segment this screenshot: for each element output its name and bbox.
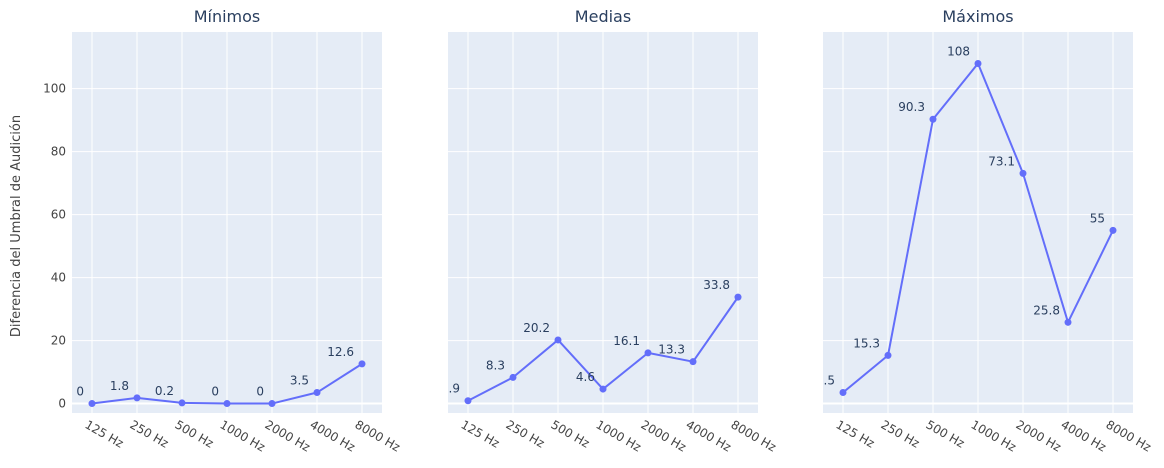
- data-label: 13.3: [658, 343, 685, 357]
- x-tick-label: 500 Hz: [173, 417, 216, 450]
- data-point: [929, 115, 937, 123]
- y-tick-label: 0: [58, 397, 66, 411]
- subplot-1: 0 20 40 60 80 100 Mínimos 125 Hz 250 Hz 500 Hz 100…: [43, 7, 402, 454]
- data-point: [839, 389, 847, 397]
- x-tick-label: 1000 Hz: [969, 417, 1019, 454]
- x-tick-label: 8000 Hz: [1104, 417, 1154, 454]
- y-tick-label: 60: [51, 208, 66, 222]
- subplot-title: Mínimos: [194, 7, 261, 26]
- x-tick-label: 4000 Hz: [684, 417, 734, 454]
- data-point: [88, 400, 96, 408]
- y-tick-label: 20: [51, 334, 66, 348]
- subplot-title: Máximos: [942, 7, 1013, 26]
- data-label: 20.2: [523, 321, 550, 335]
- data-point: [178, 399, 186, 407]
- data-point: [1019, 169, 1027, 177]
- data-label: 108: [947, 44, 970, 58]
- data-labels: .5 15.3 90.3 108 73.1 25.8 55: [824, 44, 1105, 387]
- data-label: 55: [1090, 211, 1105, 225]
- data-point: [1109, 226, 1117, 234]
- data-labels: 0 1.8 0.2 0 0 3.5 12.6: [76, 345, 354, 399]
- data-labels: .9 8.3 20.2 4.6 16.1 13.3 33.8: [449, 278, 730, 396]
- data-point: [884, 351, 892, 359]
- x-tick-label: 125 Hz: [459, 417, 502, 450]
- x-tick-label: 500 Hz: [549, 417, 592, 450]
- data-label: 0: [76, 385, 84, 399]
- data-label: .9: [449, 382, 460, 396]
- x-tick-label: 250 Hz: [128, 417, 171, 450]
- x-tick-label: 1000 Hz: [594, 417, 644, 454]
- data-label: 3.5: [290, 374, 309, 388]
- data-label: 73.1: [988, 154, 1015, 168]
- data-point: [223, 400, 231, 408]
- data-label: 90.3: [898, 100, 925, 114]
- data-label: 33.8: [703, 278, 730, 292]
- data-point: [509, 373, 517, 381]
- data-point: [358, 360, 366, 368]
- x-tick-label: 8000 Hz: [353, 417, 403, 454]
- data-label: 0: [256, 385, 264, 399]
- x-tick-label: 500 Hz: [924, 417, 967, 450]
- x-tick-label: 250 Hz: [504, 417, 547, 450]
- subplot-title: Medias: [575, 7, 631, 26]
- x-tick-label: 2000 Hz: [263, 417, 313, 454]
- data-label: 0: [211, 385, 219, 399]
- data-point: [689, 358, 697, 366]
- y-tick-label: 80: [51, 145, 66, 159]
- x-tick-label: 2000 Hz: [639, 417, 689, 454]
- x-tick-label: 4000 Hz: [308, 417, 358, 454]
- data-label: 1.8: [110, 379, 129, 393]
- x-tick-label: 2000 Hz: [1014, 417, 1064, 454]
- x-tick-label: 125 Hz: [834, 417, 877, 450]
- data-point: [268, 400, 276, 408]
- data-label: 12.6: [327, 345, 354, 359]
- data-point: [599, 385, 607, 393]
- data-label: 25.8: [1033, 303, 1060, 317]
- data-point: [974, 59, 982, 67]
- data-label: 8.3: [486, 358, 505, 372]
- data-label: 15.3: [853, 336, 880, 350]
- x-tick-label: 250 Hz: [879, 417, 922, 450]
- data-point: [133, 394, 141, 402]
- x-tick-label: 1000 Hz: [218, 417, 268, 454]
- data-point: [1064, 318, 1072, 326]
- x-tick-label: 8000 Hz: [729, 417, 779, 454]
- y-axis-title: Diferencia del Umbral de Audición: [9, 115, 24, 337]
- data-label: 4.6: [576, 370, 595, 384]
- data-point: [554, 336, 562, 344]
- y-tick-label: 40: [51, 271, 66, 285]
- data-label: 0.2: [155, 384, 174, 398]
- data-point: [464, 397, 472, 405]
- y-tick-label: 100: [43, 82, 66, 96]
- data-point: [734, 293, 742, 301]
- data-label: 16.1: [613, 334, 640, 348]
- x-tick-label: 4000 Hz: [1059, 417, 1109, 454]
- data-label: .5: [824, 374, 835, 388]
- data-point: [644, 349, 652, 357]
- data-point: [313, 389, 321, 397]
- x-tick-label: 125 Hz: [83, 417, 126, 450]
